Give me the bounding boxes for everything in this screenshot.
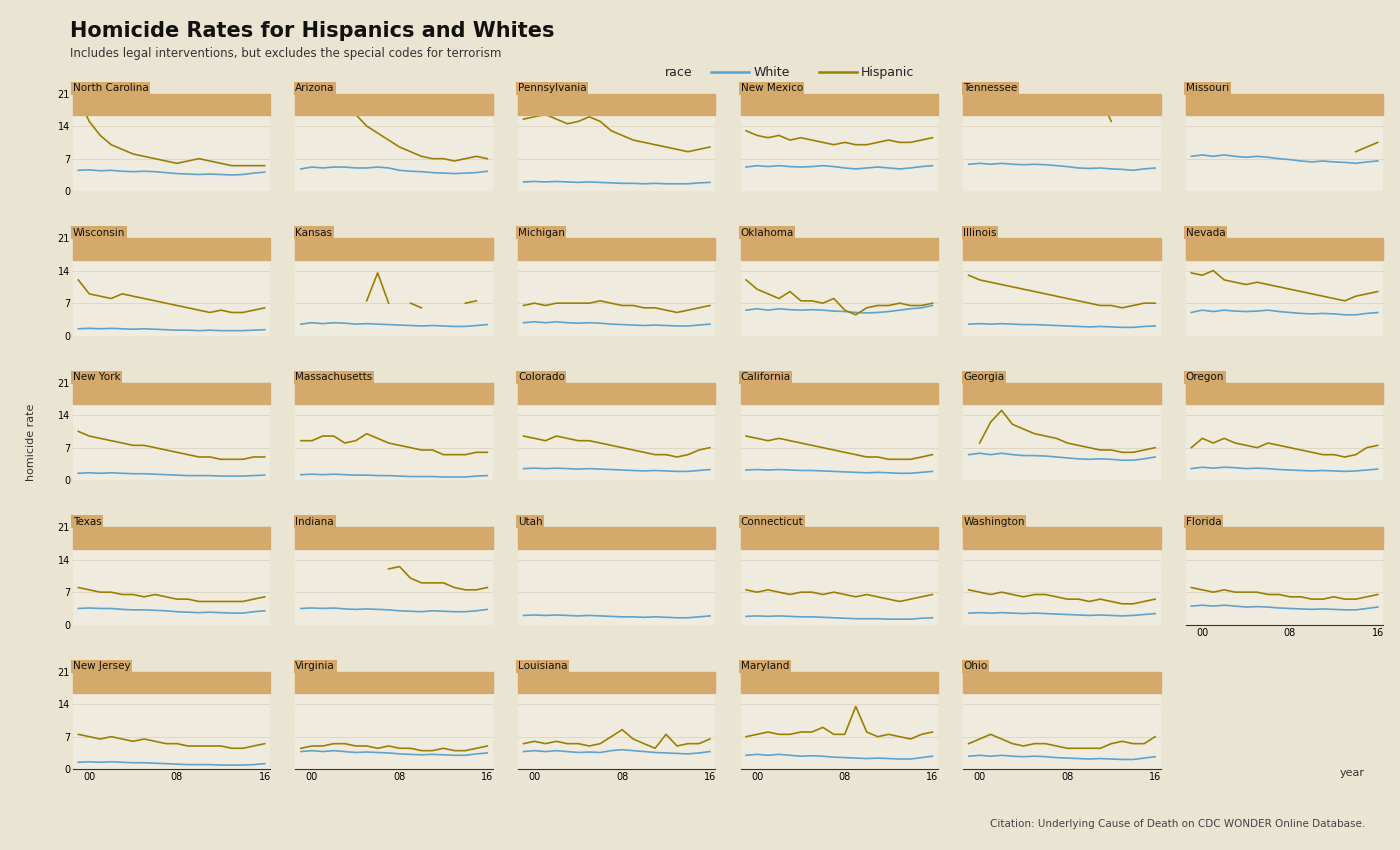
Text: Missouri: Missouri — [1186, 83, 1229, 94]
Bar — [963, 672, 1161, 693]
Bar — [295, 672, 493, 693]
Text: Texas: Texas — [73, 517, 102, 527]
Text: Connecticut: Connecticut — [741, 517, 804, 527]
Bar — [295, 382, 493, 404]
Text: Maryland: Maryland — [741, 661, 790, 672]
Bar — [73, 382, 270, 404]
Bar — [963, 238, 1161, 259]
Text: Georgia: Georgia — [963, 372, 1004, 382]
Bar — [963, 94, 1161, 115]
Bar — [295, 527, 493, 548]
Text: Colorado: Colorado — [518, 372, 564, 382]
Text: year: year — [1340, 768, 1365, 778]
Text: Nevada: Nevada — [1186, 228, 1225, 238]
Bar — [963, 382, 1161, 404]
Bar — [518, 94, 715, 115]
Text: Hispanic: Hispanic — [861, 65, 914, 79]
Bar — [73, 672, 270, 693]
Bar — [741, 238, 938, 259]
Text: Includes legal interventions, but excludes the special codes for terrorism: Includes legal interventions, but exclud… — [70, 47, 501, 60]
Text: Homicide Rates for Hispanics and Whites: Homicide Rates for Hispanics and Whites — [70, 21, 554, 42]
Text: Wisconsin: Wisconsin — [73, 228, 125, 238]
Bar — [295, 94, 493, 115]
Bar — [741, 94, 938, 115]
Text: Oklahoma: Oklahoma — [741, 228, 794, 238]
Text: Indiana: Indiana — [295, 517, 335, 527]
Text: New York: New York — [73, 372, 120, 382]
Text: Citation: Underlying Cause of Death on CDC WONDER Online Database.: Citation: Underlying Cause of Death on C… — [990, 819, 1365, 829]
Bar — [963, 527, 1161, 548]
Text: California: California — [741, 372, 791, 382]
Text: race: race — [665, 65, 693, 79]
Text: New Mexico: New Mexico — [741, 83, 802, 94]
Text: Arizona: Arizona — [295, 83, 335, 94]
Text: Louisiana: Louisiana — [518, 661, 567, 672]
Bar — [73, 238, 270, 259]
Text: Tennessee: Tennessee — [963, 83, 1018, 94]
Text: Ohio: Ohio — [963, 661, 987, 672]
Text: Michigan: Michigan — [518, 228, 564, 238]
Bar — [518, 382, 715, 404]
Bar — [518, 527, 715, 548]
Text: White: White — [753, 65, 790, 79]
Text: Pennsylvania: Pennsylvania — [518, 83, 587, 94]
Text: New Jersey: New Jersey — [73, 661, 130, 672]
Bar — [295, 238, 493, 259]
Text: Illinois: Illinois — [963, 228, 997, 238]
Bar — [73, 527, 270, 548]
Bar — [741, 527, 938, 548]
Text: North Carolina: North Carolina — [73, 83, 148, 94]
Text: Kansas: Kansas — [295, 228, 332, 238]
Bar — [1186, 238, 1383, 259]
Bar — [73, 94, 270, 115]
Bar — [1186, 94, 1383, 115]
Bar — [1186, 382, 1383, 404]
Bar — [741, 382, 938, 404]
Text: homicide rate: homicide rate — [25, 403, 36, 481]
Bar — [518, 238, 715, 259]
Text: Utah: Utah — [518, 517, 543, 527]
Text: Florida: Florida — [1186, 517, 1221, 527]
Bar — [741, 672, 938, 693]
Bar — [518, 672, 715, 693]
Text: Massachusetts: Massachusetts — [295, 372, 372, 382]
Text: Oregon: Oregon — [1186, 372, 1224, 382]
Bar — [1186, 527, 1383, 548]
Text: Virginia: Virginia — [295, 661, 335, 672]
Text: Washington: Washington — [963, 517, 1025, 527]
